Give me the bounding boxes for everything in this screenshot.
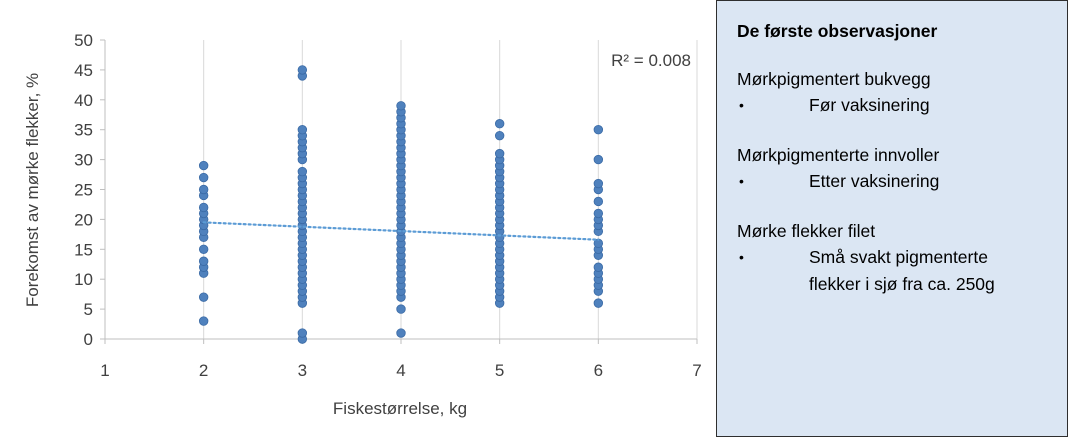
data-point — [494, 130, 505, 141]
x-tick-label: 4 — [396, 361, 405, 380]
y-tick-label: 5 — [84, 300, 93, 319]
data-point — [593, 196, 604, 207]
panel-title: De første observasjoner — [737, 21, 938, 41]
bullet-dot: • — [739, 97, 744, 113]
data-point — [297, 124, 308, 135]
section-bukvegg: Mørkpigmentert bukvegg • Før vaksinering — [737, 67, 1067, 119]
x-tick-label: 5 — [495, 361, 504, 380]
section-filet: Mørke flekker filet • Små svakt pigmente… — [737, 219, 1067, 298]
y-tick-label: 10 — [74, 270, 93, 289]
observations-panel: De første observasjoner Mørkpigmentert b… — [716, 0, 1068, 437]
data-point — [198, 244, 209, 255]
bullet-item: • Før vaksinering — [737, 92, 1067, 119]
x-tick-label: 6 — [594, 361, 603, 380]
y-tick-label: 20 — [74, 210, 93, 229]
gridlines — [203, 40, 698, 339]
data-point — [593, 262, 604, 272]
data-point — [593, 178, 604, 189]
x-tick-label: 2 — [199, 361, 208, 380]
data-point — [198, 184, 209, 195]
bullet-dot: • — [739, 249, 744, 265]
y-axis-label: Forekomst av mørke flekker, % — [23, 73, 42, 307]
section-innvoller: Mørkpigmenterte innvoller • Etter vaksin… — [737, 143, 1067, 195]
bullet-dot: • — [739, 173, 744, 189]
data-point — [198, 256, 209, 266]
data-point — [297, 328, 308, 338]
y-tick-label: 25 — [74, 181, 93, 200]
y-tick-label: 40 — [74, 91, 93, 110]
data-point — [297, 65, 308, 75]
data-point — [198, 292, 209, 302]
x-tick-label: 7 — [692, 361, 701, 380]
axes — [100, 39, 698, 344]
bullet-text: Etter vaksinering — [809, 171, 940, 191]
data-point — [593, 208, 604, 219]
data-point — [396, 304, 406, 314]
data-point — [297, 166, 308, 177]
data-points — [198, 65, 604, 344]
bullet-text: Små svakt pigmenterte flekker i sjø fra … — [809, 247, 995, 294]
bullet-item: • Små svakt pigmenterte flekker i sjø fr… — [737, 244, 1067, 298]
x-axis-label: Fiskestørrelse, kg — [333, 399, 467, 418]
data-point — [198, 172, 209, 183]
data-point — [198, 160, 209, 171]
x-tick-label: 1 — [100, 361, 109, 380]
y-tick-label: 15 — [74, 240, 93, 259]
data-point — [593, 298, 604, 308]
data-point — [593, 124, 604, 135]
y-tick-label: 0 — [84, 330, 93, 349]
bullet-text: Før vaksinering — [809, 95, 930, 115]
bullet-item: • Etter vaksinering — [737, 168, 1067, 195]
y-tick-label: 35 — [74, 121, 93, 140]
data-point — [198, 316, 209, 326]
x-tick-label: 3 — [298, 361, 307, 380]
y-tick-label: 45 — [74, 61, 93, 80]
y-tick-label: 30 — [74, 151, 93, 170]
trendline — [202, 221, 600, 241]
data-point — [396, 101, 406, 111]
data-point — [494, 148, 505, 159]
data-point — [396, 328, 406, 338]
section-heading: Mørkpigmenterte innvoller — [737, 145, 940, 165]
data-point — [494, 119, 505, 129]
data-point — [593, 154, 604, 165]
y-tick-label: 50 — [74, 31, 93, 50]
data-point — [198, 202, 209, 213]
section-heading: Mørke flekker filet — [737, 221, 876, 241]
trendline-group — [202, 221, 600, 241]
r-squared-annotation: R² = 0.008 — [611, 51, 691, 70]
section-heading: Mørkpigmentert bukvegg — [737, 69, 931, 89]
